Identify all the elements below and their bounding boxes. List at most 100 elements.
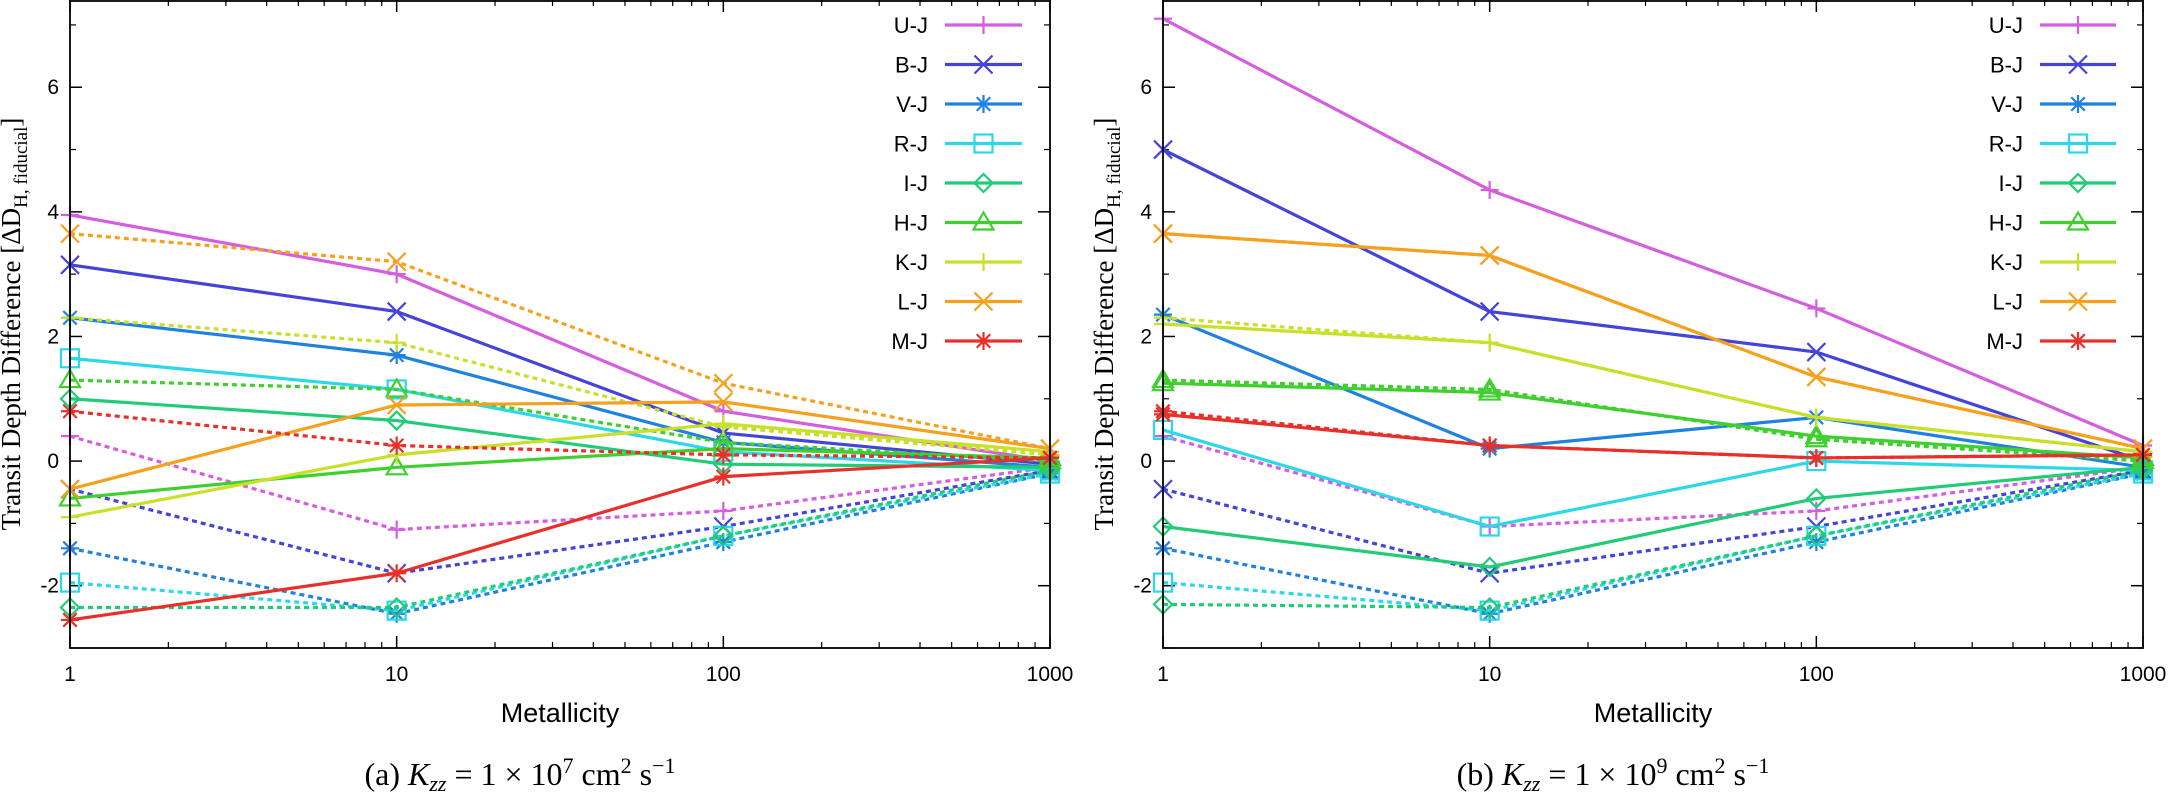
data-point-K-J (1480, 333, 1499, 352)
series-line-dotted-H-J (1162, 378, 2144, 463)
x-tick-label: 1000 (2120, 663, 2167, 686)
series-line-dotted-U-J (1162, 434, 2144, 529)
series-line-dotted-L-J (69, 232, 1051, 451)
series-line-solid-L-J (69, 400, 1051, 491)
data-point-M-J (714, 467, 733, 486)
data-point-V-J (387, 604, 406, 623)
data-point-H-J (1477, 377, 1502, 398)
data-point-I-J (1805, 525, 1827, 547)
data-point-B-J (1806, 342, 1827, 362)
series-line-solid-R-J (1162, 428, 2144, 529)
legend-label: B-J (1990, 53, 2023, 78)
data-point-H-J (1804, 423, 1829, 445)
y-axis-label: Transit Depth Difference [ΔDH, fiducial] (0, 118, 32, 531)
data-point-U-J (1480, 181, 1499, 200)
data-point-K-J (714, 414, 733, 433)
legend-marker-H-J (2066, 210, 2090, 231)
legend-marker-L-J (2068, 291, 2088, 312)
legend-marker-L-J (973, 291, 994, 312)
data-point-I-J (386, 410, 408, 432)
data-point-L-J (1806, 367, 1827, 387)
data-point-R-J (1479, 600, 1500, 621)
y-tick-label: 4 (47, 201, 59, 224)
legend-marker-K-J (974, 253, 993, 271)
legend-label: L-J (897, 290, 928, 315)
data-point-V-J (1807, 533, 1826, 552)
legend-label: V-J (1991, 92, 2023, 117)
series-line-dotted-K-J (69, 316, 1051, 457)
legend-marker-V-J (974, 95, 993, 113)
data-point-V-J (714, 533, 733, 552)
chart-panel-a: 1 10 100 1000 -2 0 2 4 6 U-J B-J V-J R-J I-J H-J K-J L-J… (0, 0, 1073, 796)
data-point-U-J (387, 520, 406, 539)
series-line-solid-H-J (1162, 381, 2144, 460)
legend-marker-B-J (2068, 54, 2088, 75)
y-tick-label: 2 (1140, 325, 1152, 348)
data-point-B-J (1479, 301, 1500, 322)
x-tick-label: 10 (1478, 663, 1501, 686)
y-tick-label: 2 (47, 325, 59, 348)
series-line-solid-V-J (1162, 313, 2144, 469)
y-tick-label: 4 (1140, 201, 1152, 224)
series-line-dotted-I-J (70, 468, 1051, 610)
panel-caption: (a) Kzz = 1 × 107 cm2 s−1 (364, 753, 675, 796)
legend-marker-M-J (974, 332, 993, 350)
legend-label: M-J (1986, 329, 2023, 354)
y-tick-label: 0 (47, 450, 59, 473)
x-tick-label: 1000 (1027, 663, 1074, 686)
series-M-J (61, 402, 1059, 629)
series-line-solid-L-J (1162, 232, 2144, 451)
legend-label: H-J (1989, 211, 2023, 236)
legend-label: L-J (1992, 290, 2023, 315)
legend: U-J B-J V-J R-J I-J H-J K-J L-J M-J (1986, 13, 2116, 354)
legend-marker-K-J (2069, 253, 2087, 271)
data-point-L-J (713, 392, 734, 412)
series-line-dotted-R-J (1162, 471, 2144, 613)
legend-marker-H-J (971, 210, 996, 231)
y-tick-label: 6 (1140, 76, 1152, 99)
series-line-solid-M-J (1162, 412, 2144, 460)
data-point-L-J (386, 251, 407, 272)
legend-marker-U-J (974, 16, 993, 34)
data-point-L-J (1479, 245, 1500, 266)
x-tick-label: 100 (1799, 663, 1834, 686)
series-I-J (1152, 456, 2154, 619)
data-point-B-J (386, 301, 407, 322)
series-line-solid-B-J (69, 263, 1051, 466)
legend-label: V-J (896, 92, 928, 117)
legend-label: U-J (1989, 13, 2023, 38)
series-line-solid-R-J (69, 356, 1051, 473)
data-point-I-J (1479, 596, 1501, 619)
data-point-R-J (1479, 516, 1500, 537)
series-line-dotted-U-J (69, 434, 1051, 532)
legend-label: R-J (1989, 132, 2023, 157)
legend-marker-I-J (972, 172, 995, 194)
data-point-U-J (387, 265, 406, 284)
legend-label: K-J (895, 250, 928, 275)
series-line-solid-K-J (1162, 322, 2144, 454)
x-tick-label: 10 (385, 663, 408, 686)
legend-marker-I-J (2067, 172, 2089, 194)
y-axis-label: Transit Depth Difference [ΔDH, fiducial] (1089, 118, 1125, 531)
data-point-M-J (387, 564, 406, 583)
y-tick-label: -2 (1133, 575, 1152, 598)
legend-label: I-J (904, 171, 928, 196)
series-B-J (1153, 139, 2153, 584)
data-point-V-J (387, 346, 406, 365)
series-line-dotted-V-J (69, 471, 1051, 616)
data-point-U-J (1807, 501, 1826, 520)
y-tick-label: 6 (47, 76, 59, 99)
data-point-V-J (1480, 604, 1499, 623)
data-point-I-J (712, 525, 734, 547)
series-L-J (60, 223, 1060, 499)
legend-marker-R-J (2067, 133, 2089, 154)
legend-label: I-J (1999, 171, 2023, 196)
series-line-solid-K-J (69, 422, 1051, 519)
data-point-R-J (386, 600, 407, 621)
plot-frame (1162, 0, 2144, 649)
data-point-M-J (714, 445, 733, 464)
legend-label: K-J (1990, 250, 2023, 275)
y-tick-label: -2 (40, 575, 59, 598)
data-point-H-J (384, 377, 409, 398)
